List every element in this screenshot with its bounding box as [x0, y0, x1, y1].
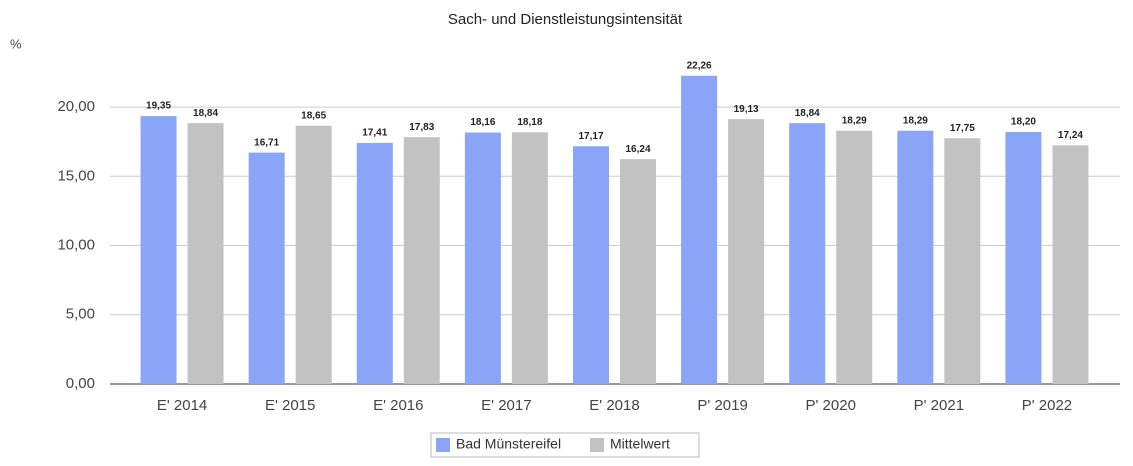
data-label: 17,17: [578, 131, 603, 142]
x-tick-label: P' 2020: [806, 397, 856, 414]
bar: [681, 75, 718, 385]
data-label: 18,29: [842, 115, 867, 126]
data-label: 17,41: [362, 128, 387, 139]
bar: [573, 146, 609, 384]
bar: [295, 125, 332, 385]
y-axis-label: %: [10, 36, 22, 51]
bar: [464, 132, 501, 384]
data-label: 17,83: [409, 122, 434, 133]
data-label: 17,75: [950, 123, 975, 134]
y-tick-label: 20,00: [57, 98, 95, 115]
x-tick-label: P' 2021: [914, 397, 964, 414]
bar: [403, 137, 440, 384]
x-tick-label: E' 2017: [481, 397, 531, 414]
x-tick-label: E' 2016: [373, 397, 423, 414]
x-tick-label: P' 2022: [1022, 397, 1072, 414]
legend-swatch: [436, 438, 450, 452]
bar: [140, 116, 177, 385]
bar: [1005, 132, 1042, 384]
data-label: 19,13: [734, 104, 759, 115]
x-tick-label: E' 2015: [265, 397, 315, 414]
data-label: 22,26: [687, 60, 712, 71]
bar: [728, 119, 765, 384]
bar: [789, 123, 826, 384]
y-tick-label: 15,00: [57, 167, 95, 184]
data-label: 18,29: [903, 115, 928, 126]
y-tick-label: 5,00: [66, 306, 95, 323]
data-label: 18,65: [301, 110, 326, 121]
bar: [187, 123, 224, 384]
data-label: 18,16: [470, 117, 495, 128]
bar: [248, 152, 285, 384]
bar: [511, 132, 548, 384]
bar: [897, 130, 934, 384]
bar: [944, 138, 981, 384]
legend-swatch: [590, 438, 604, 452]
data-label: 18,20: [1011, 117, 1036, 128]
x-tick-label: P' 2019: [697, 397, 747, 414]
data-label: 17,24: [1058, 130, 1083, 141]
bar: [1052, 145, 1089, 384]
legend-label: Bad Münstereifel: [456, 436, 561, 452]
bar: [836, 130, 873, 384]
legend-box: [430, 432, 700, 458]
x-tick-label: E' 2014: [157, 397, 207, 414]
bar: [356, 142, 393, 384]
data-label: 16,71: [254, 137, 279, 148]
legend-label: Mittelwert: [610, 436, 670, 452]
chart-title: Sach- und Dienstleistungsintensität: [448, 11, 683, 28]
data-label: 18,18: [517, 117, 542, 128]
bar: [620, 159, 656, 384]
data-label: 18,84: [193, 108, 218, 119]
y-tick-label: 10,00: [57, 237, 95, 254]
x-tick-label: E' 2018: [589, 397, 639, 414]
data-label: 16,24: [625, 144, 650, 155]
data-label: 18,84: [795, 108, 820, 119]
data-label: 19,35: [146, 101, 171, 112]
y-tick-label: 0,00: [66, 375, 95, 392]
